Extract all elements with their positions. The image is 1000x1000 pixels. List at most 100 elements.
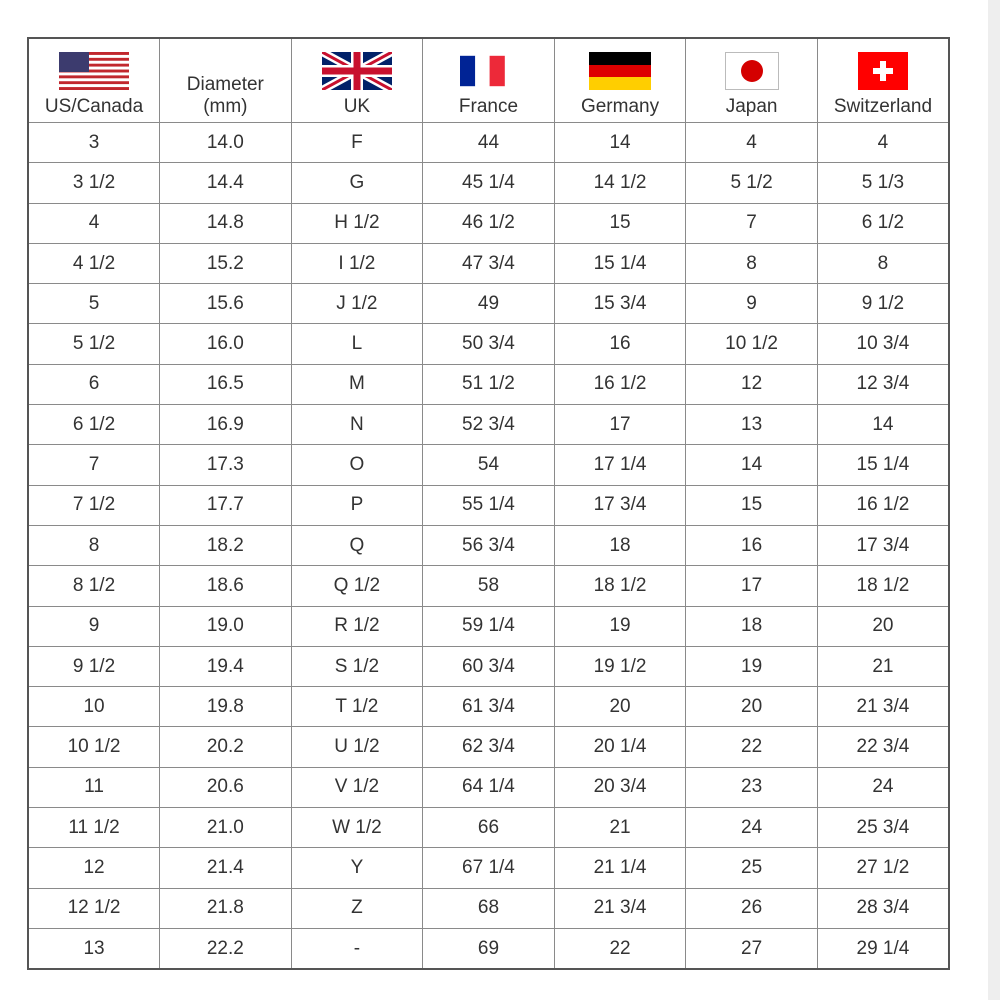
cell-switzerland: 6 1/2 [816,202,950,244]
cell-us-canada: 7 1/2 [27,484,161,526]
table-row: 4 1/2 15.2 I 1/2 47 3/4 15 1/4 8 8 [27,242,950,285]
cell-diameter: 17.7 [159,484,292,526]
cell-us-canada: 3 1/2 [27,162,161,204]
table-row: 11 20.6 V 1/2 64 1/4 20 3/4 23 24 [27,766,950,809]
cell-japan: 14 [685,444,818,486]
cell-switzerland: 10 3/4 [816,323,950,365]
table-row: 6 1/2 16.9 N 52 3/4 17 13 14 [27,404,950,446]
cell-us-canada: 9 [27,605,161,647]
cell-diameter: 21.0 [159,807,292,849]
cell-switzerland: 29 1/4 [816,927,950,970]
cell-switzerland: 25 3/4 [816,807,950,849]
table-row: 7 1/2 17.7 P 55 1/4 17 3/4 15 16 1/2 [27,484,950,526]
cell-uk: H 1/2 [290,202,424,244]
cell-switzerland: 8 [816,242,950,285]
table-row: 5 15.6 J 1/2 49 15 3/4 9 9 1/2 [27,283,950,325]
cell-japan: 16 [685,524,818,567]
cell-switzerland: 15 1/4 [816,444,950,486]
cell-uk: S 1/2 [290,645,424,688]
cell-diameter: 16.0 [159,323,292,365]
header-diameter: Diameter (mm) [159,37,292,123]
side-scroll-strip [988,0,1000,1000]
cell-diameter: 21.4 [159,847,292,889]
cell-uk: Q [290,524,424,567]
cell-diameter: 18.6 [159,565,292,607]
cell-uk: N [290,404,424,446]
cell-diameter: 19.0 [159,605,292,647]
cell-france: 47 3/4 [422,242,555,285]
cell-japan: 8 [685,242,818,285]
cell-uk: M [290,363,424,406]
cell-france: 54 [422,444,555,486]
cell-us-canada: 4 1/2 [27,242,161,285]
cell-germany: 16 1/2 [553,363,687,406]
cell-switzerland: 12 3/4 [816,363,950,406]
cell-germany: 19 1/2 [553,645,687,688]
cell-france: 50 3/4 [422,323,555,365]
cell-japan: 19 [685,645,818,688]
header-germany: Germany [553,37,687,123]
cell-diameter: 15.6 [159,283,292,325]
cell-us-canada: 11 [27,766,161,809]
cell-uk: P [290,484,424,526]
cell-japan: 4 [685,121,818,164]
cell-france: 44 [422,121,555,164]
cell-diameter: 22.2 [159,927,292,970]
cell-france: 51 1/2 [422,363,555,406]
cell-uk: F [290,121,424,164]
cell-uk: T 1/2 [290,686,424,728]
cell-germany: 17 3/4 [553,484,687,526]
cell-uk: O [290,444,424,486]
cell-france: 45 1/4 [422,162,555,204]
cell-us-canada: 11 1/2 [27,807,161,849]
cell-us-canada: 10 [27,686,161,728]
cell-germany: 17 [553,404,687,446]
cell-us-canada: 9 1/2 [27,645,161,688]
cell-germany: 21 1/4 [553,847,687,889]
cell-uk: G [290,162,424,204]
cell-switzerland: 14 [816,404,950,446]
cell-japan: 24 [685,807,818,849]
table-row: 10 19.8 T 1/2 61 3/4 20 20 21 3/4 [27,686,950,728]
table-row: 8 18.2 Q 56 3/4 18 16 17 3/4 [27,524,950,567]
cell-diameter: 19.8 [159,686,292,728]
cell-diameter: 21.8 [159,887,292,929]
cell-us-canada: 10 1/2 [27,726,161,768]
cell-diameter: 14.0 [159,121,292,164]
cell-diameter: 16.5 [159,363,292,406]
cell-switzerland: 21 3/4 [816,686,950,728]
cell-japan: 22 [685,726,818,768]
cell-switzerland: 17 3/4 [816,524,950,567]
cell-switzerland: 5 1/3 [816,162,950,204]
cell-uk: V 1/2 [290,766,424,809]
header-switzerland: Switzerland [816,37,950,123]
cell-france: 66 [422,807,555,849]
cell-germany: 15 1/4 [553,242,687,285]
cell-uk: J 1/2 [290,283,424,325]
cell-germany: 19 [553,605,687,647]
cell-diameter: 14.8 [159,202,292,244]
cell-germany: 14 [553,121,687,164]
cell-us-canada: 6 1/2 [27,404,161,446]
cell-uk: - [290,927,424,970]
switzerland-flag-icon [857,52,908,90]
cell-japan: 25 [685,847,818,889]
cell-japan: 18 [685,605,818,647]
cell-japan: 5 1/2 [685,162,818,204]
cell-germany: 18 1/2 [553,565,687,607]
cell-germany: 17 1/4 [553,444,687,486]
cell-switzerland: 27 1/2 [816,847,950,889]
us-flag-icon [59,52,130,90]
ring-size-table: US/Canada Diameter (mm) UK [27,37,950,971]
table-row: 3 1/2 14.4 G 45 1/4 14 1/2 5 1/2 5 1/3 [27,162,950,204]
cell-diameter: 17.3 [159,444,292,486]
cell-france: 61 3/4 [422,686,555,728]
cell-japan: 15 [685,484,818,526]
table-row: 13 22.2-69 22 27 29 1/4 [27,927,950,970]
cell-diameter: 20.2 [159,726,292,768]
france-flag-icon [460,55,506,87]
cell-us-canada: 5 [27,283,161,325]
cell-diameter: 16.9 [159,404,292,446]
cell-germany: 20 1/4 [553,726,687,768]
cell-germany: 14 1/2 [553,162,687,204]
